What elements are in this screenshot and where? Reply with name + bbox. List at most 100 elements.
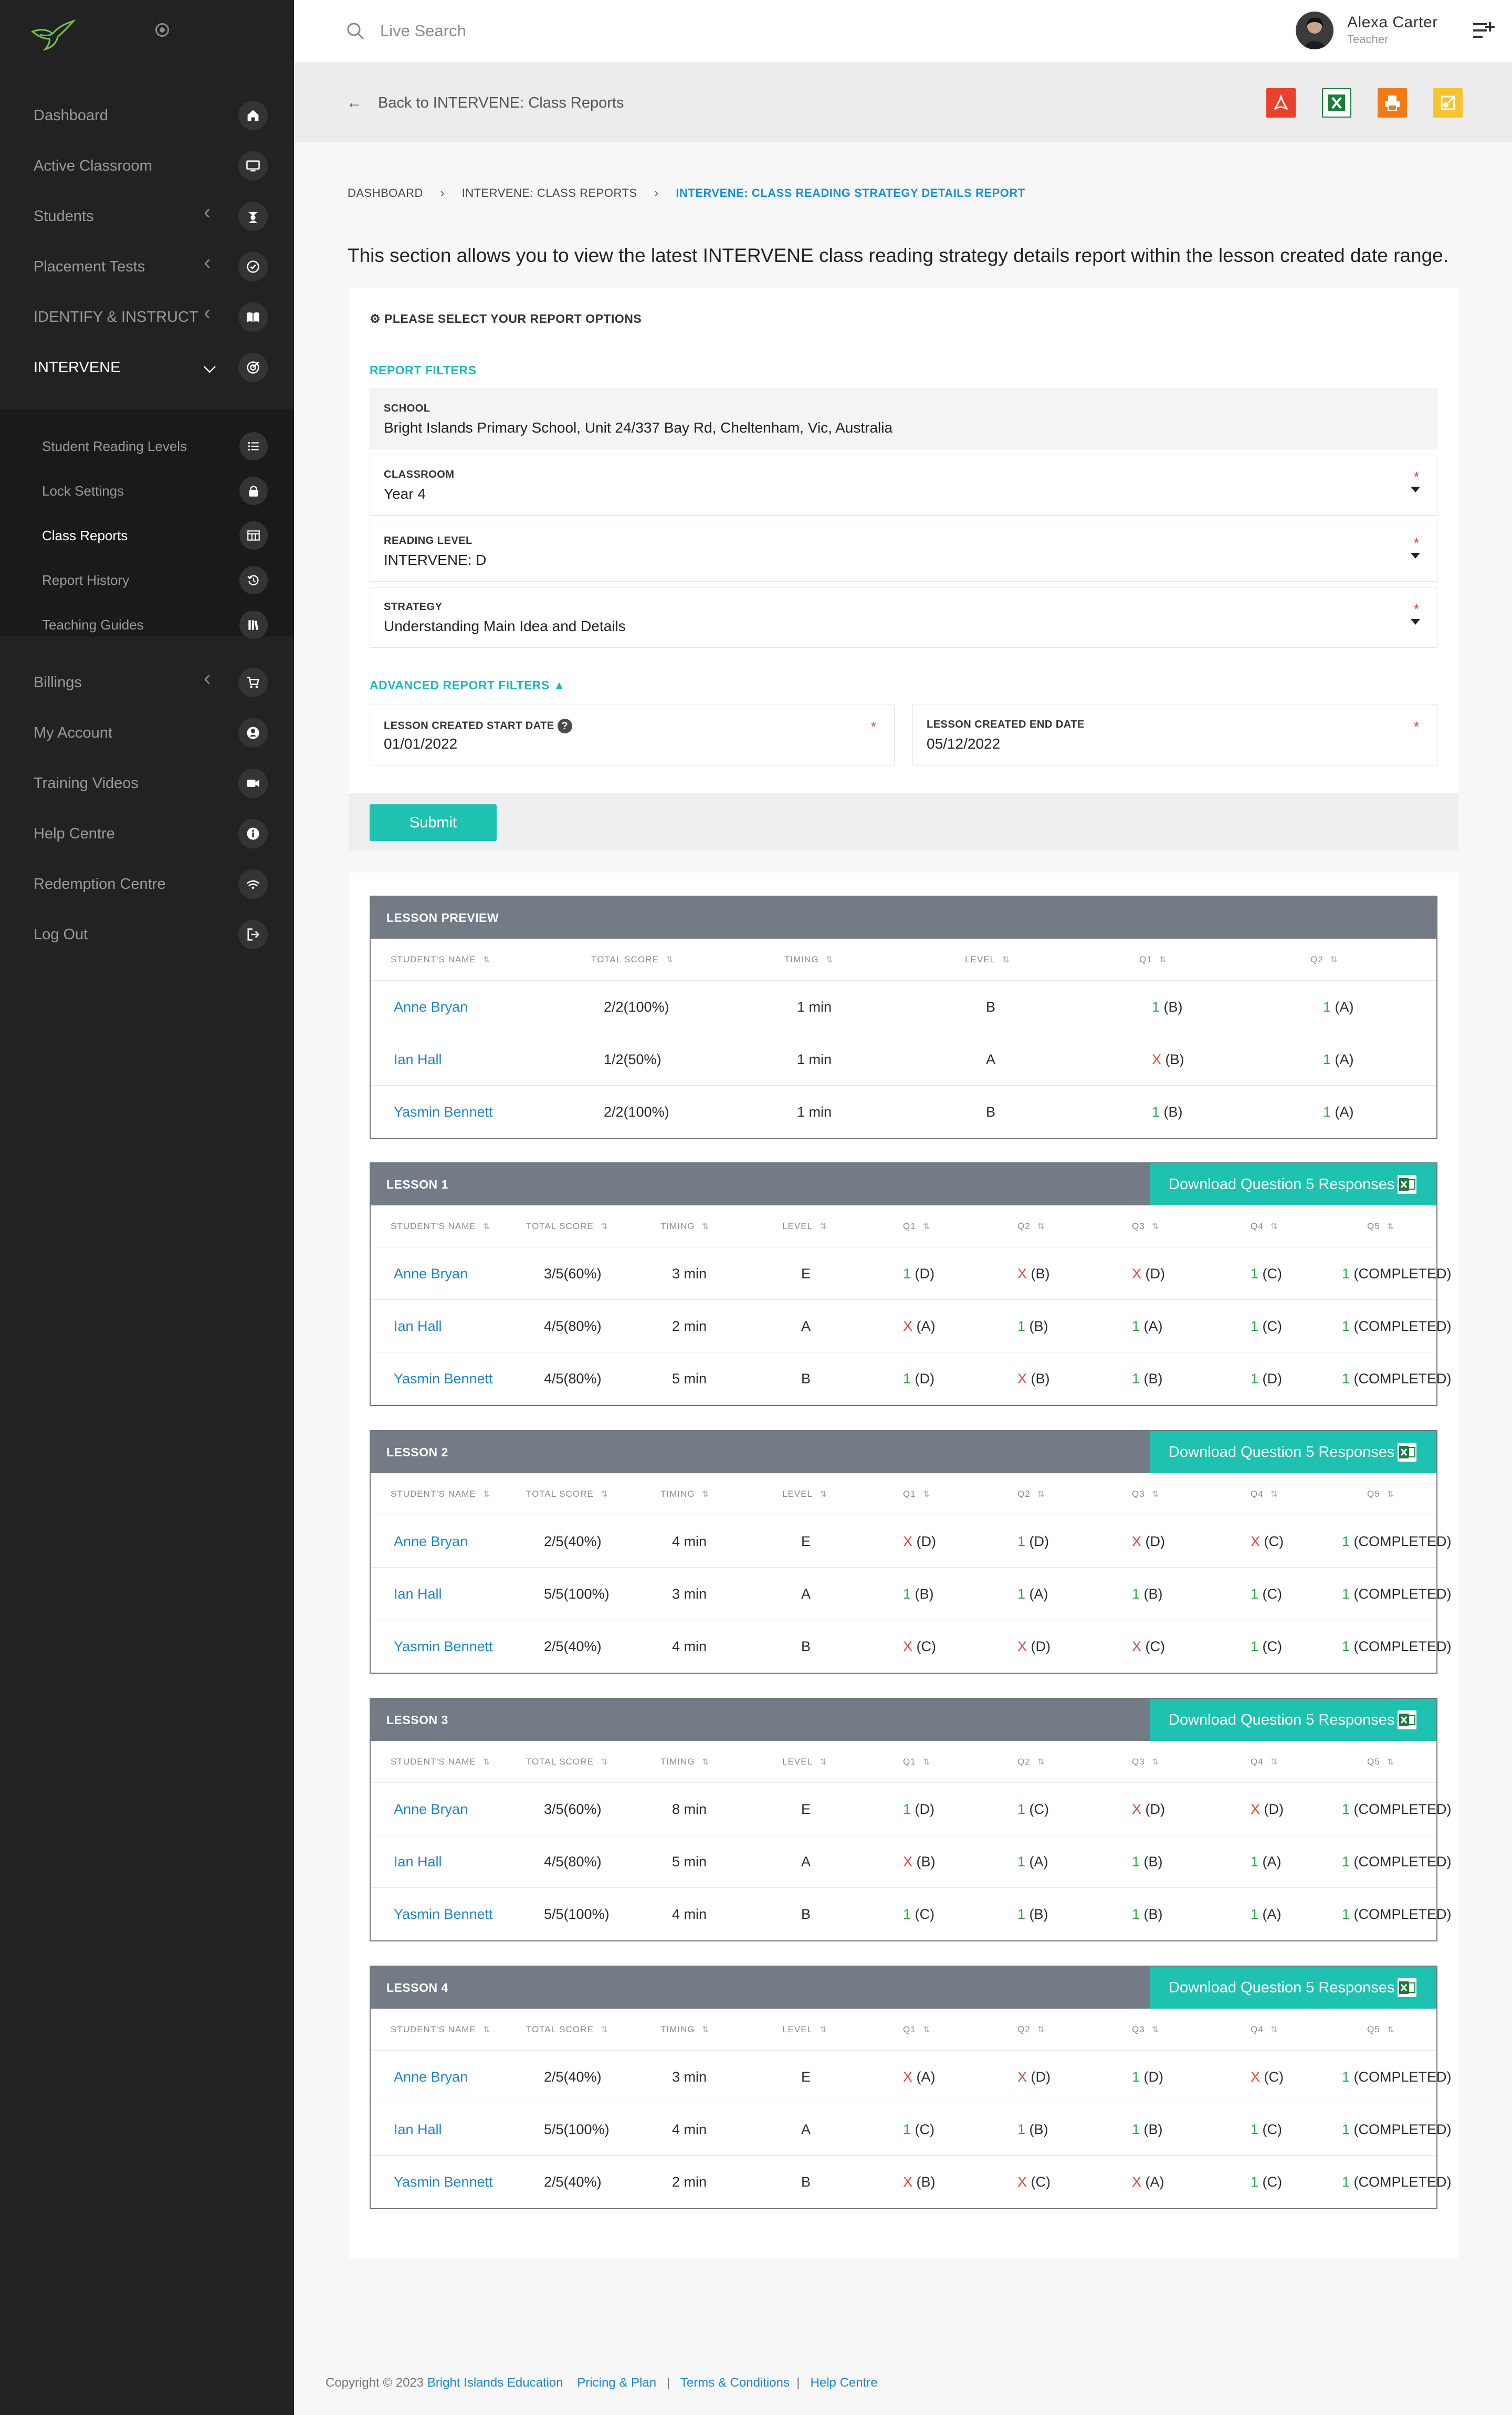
strategy-select[interactable]: STRATEGY Understanding Main Idea and Det… — [370, 587, 1437, 648]
student-name-link[interactable]: Ian Hall — [394, 1854, 442, 1870]
sidebar-item-my-account[interactable]: My Account — [0, 708, 294, 758]
student-name-link[interactable]: Ian Hall — [394, 1318, 442, 1334]
student-name-link[interactable]: Yasmin Bennett — [394, 1906, 493, 1922]
sort-header-student-s-name[interactable]: STUDENT'S NAME — [391, 1205, 491, 1248]
sort-header-student-s-name[interactable]: STUDENT'S NAME — [391, 1473, 491, 1516]
sidebar-item-log-out[interactable]: Log Out — [0, 909, 294, 960]
download-q5-responses-button[interactable]: Download Question 5 Responses — [1150, 1967, 1436, 2009]
reading-level-select[interactable]: READING LEVEL INTERVENE: D * — [370, 521, 1437, 582]
submenu-item-teaching-guides[interactable]: Teaching Guides — [0, 603, 294, 647]
sort-header-timing[interactable]: TIMING — [660, 1741, 709, 1783]
company-link[interactable]: Bright Islands Education — [427, 2376, 563, 2390]
sort-header-student-s-name[interactable]: STUDENT'S NAME — [391, 1741, 491, 1783]
end-date-field[interactable]: LESSON CREATED END DATE 05/12/2022 * — [912, 705, 1437, 765]
sort-header-student-s-name[interactable]: STUDENT'S NAME — [391, 2009, 491, 2051]
sort-header-total-score[interactable]: TOTAL SCORE — [591, 939, 674, 981]
start-date-field[interactable]: LESSON CREATED START DATE? 01/01/2022 * — [370, 705, 895, 765]
sort-header-q3[interactable]: Q3 — [1132, 2009, 1160, 2051]
avatar[interactable] — [1296, 12, 1334, 49]
sidebar-item-redemption-centre[interactable]: Redemption Centre — [0, 859, 294, 909]
student-name-link[interactable]: Anne Bryan — [394, 2069, 468, 2085]
sort-header-q1[interactable]: Q1 — [903, 1741, 931, 1783]
classroom-select[interactable]: CLASSROOM Year 4 * — [370, 455, 1437, 516]
student-name-link[interactable]: Anne Bryan — [394, 999, 468, 1015]
sort-header-q2[interactable]: Q2 — [1017, 1205, 1045, 1248]
live-search-input[interactable] — [380, 19, 695, 43]
sort-header-q2[interactable]: Q2 — [1017, 2009, 1045, 2051]
sidebar-item-help-centre[interactable]: Help Centre — [0, 808, 294, 859]
sort-header-q4[interactable]: Q4 — [1251, 1741, 1278, 1783]
sort-header-q5[interactable]: Q5 — [1367, 2009, 1395, 2051]
sort-header-q4[interactable]: Q4 — [1251, 2009, 1278, 2051]
download-q5-responses-button[interactable]: Download Question 5 Responses — [1150, 1431, 1436, 1473]
sort-header-level[interactable]: LEVEL — [782, 1205, 827, 1248]
sidebar-item-training-videos[interactable]: Training Videos — [0, 758, 294, 808]
export-pdf-button[interactable] — [1266, 88, 1296, 118]
sidebar-item-identify-instruct[interactable]: IDENTIFY & INSTRUCT ‹ — [0, 292, 294, 342]
sidebar-item-placement-tests[interactable]: Placement Tests ‹ — [0, 242, 294, 292]
share-link-button[interactable] — [1433, 88, 1463, 118]
sort-header-q5[interactable]: Q5 — [1367, 1741, 1395, 1783]
student-name-link[interactable]: Anne Bryan — [394, 1266, 468, 1282]
download-q5-responses-button[interactable]: Download Question 5 Responses — [1150, 1699, 1436, 1741]
sort-header-q1[interactable]: Q1 — [903, 1205, 931, 1248]
sort-header-level[interactable]: LEVEL — [965, 939, 1010, 981]
sort-header-timing[interactable]: TIMING — [660, 2009, 709, 2051]
export-excel-button[interactable] — [1322, 88, 1351, 118]
student-name-link[interactable]: Ian Hall — [394, 1052, 442, 1067]
print-button[interactable] — [1378, 88, 1407, 118]
sort-header-timing[interactable]: TIMING — [660, 1205, 709, 1248]
download-q5-responses-button[interactable]: Download Question 5 Responses — [1150, 1163, 1436, 1205]
sort-header-student-s-name[interactable]: STUDENT'S NAME — [391, 939, 491, 981]
sort-header-q5[interactable]: Q5 — [1367, 1205, 1395, 1248]
sort-header-q3[interactable]: Q3 — [1132, 1473, 1160, 1516]
submenu-item-class-reports[interactable]: Class Reports — [0, 513, 294, 558]
sort-header-total-score[interactable]: TOTAL SCORE — [526, 1473, 608, 1516]
help-centre-link[interactable]: Help Centre — [810, 2376, 878, 2390]
sort-header-timing[interactable]: TIMING — [784, 939, 833, 981]
sort-header-q4[interactable]: Q4 — [1251, 1205, 1278, 1248]
sidebar-item-dashboard[interactable]: Dashboard — [0, 90, 294, 141]
student-name-link[interactable]: Anne Bryan — [394, 1801, 468, 1817]
sort-header-q3[interactable]: Q3 — [1132, 1741, 1160, 1783]
menu-add-icon[interactable] — [1472, 20, 1495, 41]
sort-header-q5[interactable]: Q5 — [1367, 1473, 1395, 1516]
terms-link[interactable]: Terms & Conditions — [680, 2376, 790, 2390]
sidebar-item-active-classroom[interactable]: Active Classroom — [0, 141, 294, 191]
pricing-link[interactable]: Pricing & Plan — [577, 2376, 657, 2390]
pin-sidebar-icon[interactable] — [155, 23, 169, 37]
bird-logo-icon[interactable] — [29, 16, 77, 52]
submenu-item-lock-settings[interactable]: Lock Settings — [0, 469, 294, 513]
submit-button[interactable]: Submit — [370, 804, 497, 841]
sort-header-q2[interactable]: Q2 — [1017, 1473, 1045, 1516]
sort-header-q2[interactable]: Q2 — [1017, 1741, 1045, 1783]
help-icon[interactable]: ? — [557, 719, 572, 733]
sort-header-q1[interactable]: Q1 — [903, 2009, 931, 2051]
submenu-item-report-history[interactable]: Report History — [0, 558, 294, 603]
student-name-link[interactable]: Ian Hall — [394, 2122, 442, 2137]
sort-header-q2[interactable]: Q2 — [1310, 939, 1338, 981]
breadcrumb-class-reports[interactable]: INTERVENE: CLASS REPORTS — [461, 186, 637, 200]
sidebar-item-billings[interactable]: Billings ‹ — [0, 657, 294, 708]
student-name-link[interactable]: Anne Bryan — [394, 1534, 468, 1549]
submenu-item-student-reading-levels[interactable]: Student Reading Levels — [0, 424, 294, 469]
sort-header-level[interactable]: LEVEL — [782, 1473, 827, 1516]
back-link[interactable]: ← Back to INTERVENE: Class Reports — [346, 92, 624, 113]
sort-header-q1[interactable]: Q1 — [1139, 939, 1167, 981]
sort-header-total-score[interactable]: TOTAL SCORE — [526, 1741, 608, 1783]
sort-header-total-score[interactable]: TOTAL SCORE — [526, 2009, 608, 2051]
student-name-link[interactable]: Yasmin Bennett — [394, 1639, 493, 1654]
student-name-link[interactable]: Yasmin Bennett — [394, 2174, 493, 2190]
sort-header-q3[interactable]: Q3 — [1132, 1205, 1160, 1248]
sidebar-item-students[interactable]: Students ‹ — [0, 191, 294, 242]
student-name-link[interactable]: Yasmin Bennett — [394, 1371, 493, 1387]
advanced-filters-toggle[interactable]: ADVANCED REPORT FILTERS ▲ — [370, 678, 565, 692]
user-name[interactable]: Alexa Carter — [1347, 14, 1438, 31]
sort-header-timing[interactable]: TIMING — [660, 1473, 709, 1516]
student-name-link[interactable]: Ian Hall — [394, 1586, 442, 1602]
breadcrumb-dashboard[interactable]: DASHBOARD — [348, 186, 423, 200]
sort-header-total-score[interactable]: TOTAL SCORE — [526, 1205, 608, 1248]
sort-header-level[interactable]: LEVEL — [782, 2009, 827, 2051]
sort-header-q1[interactable]: Q1 — [903, 1473, 931, 1516]
sort-header-level[interactable]: LEVEL — [782, 1741, 827, 1783]
